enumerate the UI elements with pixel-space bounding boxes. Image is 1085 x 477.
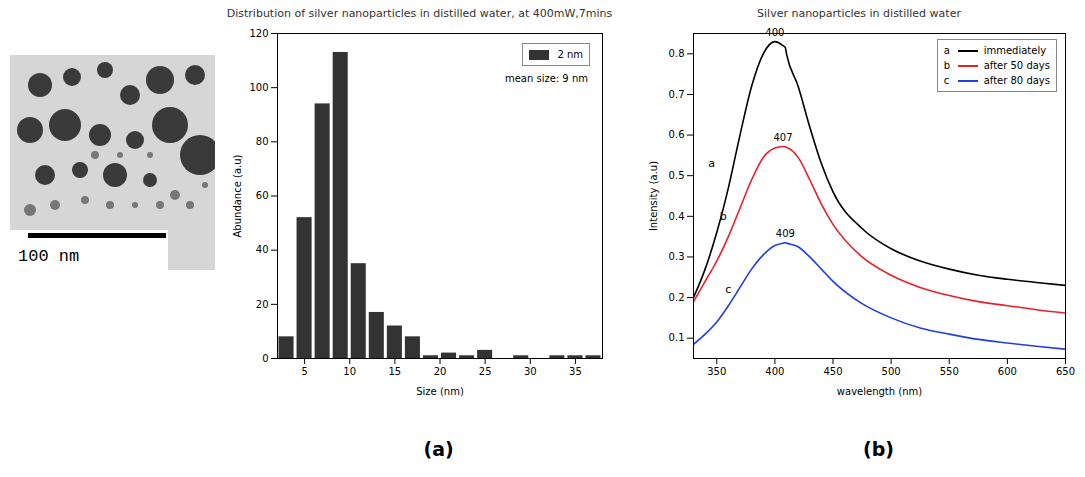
svg-text:0.5: 0.5 [669, 170, 685, 181]
svg-text:0.4: 0.4 [669, 211, 685, 222]
svg-text:0.3: 0.3 [669, 251, 685, 262]
html-text:a: a [943, 45, 950, 56]
svg-text:0.8: 0.8 [669, 48, 685, 59]
svg-text:Intensity (a.u): Intensity (a.u) [648, 161, 659, 231]
svg-text:wavelength (nm): wavelength (nm) [837, 386, 922, 397]
html-text:(a): (a) [423, 438, 454, 460]
svg-text:40: 40 [256, 244, 269, 255]
svg-text:650: 650 [1056, 366, 1075, 377]
svg-text:0.2: 0.2 [669, 292, 685, 303]
html-text:Silver nanoparticles in distil: Silver nanoparticles in distilled water [757, 7, 961, 20]
svg-text:0: 0 [262, 353, 268, 364]
html-text:after 50 days: after 50 days [983, 60, 1050, 71]
svg-text:0.7: 0.7 [669, 89, 685, 100]
svg-text:100: 100 [249, 82, 268, 93]
html-text:b: b [943, 60, 950, 71]
svg-text:450: 450 [823, 366, 842, 377]
svg-text:550: 550 [940, 366, 959, 377]
svg-text:20: 20 [256, 299, 269, 310]
svg-text:100 nm: 100 nm [18, 247, 79, 266]
svg-text:30: 30 [524, 366, 537, 377]
svg-text:400: 400 [765, 27, 784, 38]
html-text:(b): (b) [863, 438, 894, 460]
html-text:c: c [943, 75, 950, 86]
html-text:mean size: 9 nm: mean size: 9 nm [504, 73, 588, 84]
svg-text:350: 350 [707, 366, 726, 377]
svg-text:5: 5 [301, 366, 307, 377]
svg-text:15: 15 [388, 366, 401, 377]
svg-text:500: 500 [882, 366, 901, 377]
svg-text:c: c [725, 283, 731, 296]
svg-text:35: 35 [569, 366, 582, 377]
svg-text:10: 10 [343, 366, 356, 377]
svg-text:407: 407 [773, 132, 792, 143]
svg-text:25: 25 [479, 366, 492, 377]
svg-text:b: b [720, 210, 727, 223]
svg-text:120: 120 [249, 28, 268, 39]
svg-text:409: 409 [776, 228, 795, 239]
svg-text:Size (nm): Size (nm) [416, 386, 464, 397]
svg-text:400: 400 [765, 366, 784, 377]
svg-text:0.1: 0.1 [669, 332, 685, 343]
svg-text:20: 20 [434, 366, 447, 377]
html-text:2 nm: 2 nm [557, 49, 583, 60]
svg-text:80: 80 [256, 136, 269, 147]
svg-text:a: a [708, 157, 715, 170]
svg-text:Abundance (a.u): Abundance (a.u) [232, 154, 243, 237]
svg-text:0.6: 0.6 [669, 129, 685, 140]
html-text:immediately: immediately [983, 45, 1047, 56]
html-text:after 80 days: after 80 days [983, 75, 1050, 86]
svg-text:60: 60 [256, 190, 269, 201]
svg-text:600: 600 [998, 366, 1017, 377]
html-text:Distribution of silver nanopar: Distribution of silver nanoparticles in … [226, 7, 613, 20]
